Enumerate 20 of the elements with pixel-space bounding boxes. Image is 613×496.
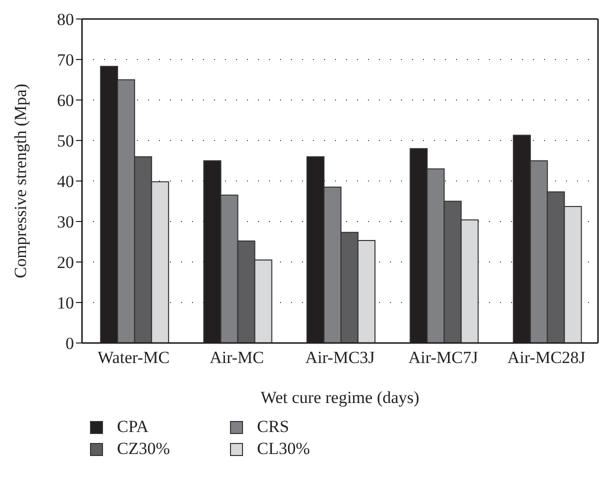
x-tick-label: Air-MC28J xyxy=(507,348,586,368)
y-tick-label: 50 xyxy=(57,132,74,151)
y-tick-label: 60 xyxy=(57,91,74,110)
x-tick-label: Air-MC xyxy=(210,348,264,368)
y-tick-label: 70 xyxy=(57,50,74,70)
x-tick-label: Water-MC xyxy=(98,348,170,368)
legend-label: CL30% xyxy=(257,439,310,459)
y-tick-label: 20 xyxy=(57,253,74,272)
y-tick-label: 30 xyxy=(57,212,74,232)
y-tick-label: 80 xyxy=(57,10,74,30)
legend-label: CZ30% xyxy=(117,439,170,459)
legend-label: CRS xyxy=(257,417,290,437)
y-tick-label: 40 xyxy=(57,172,74,192)
y-tick-label: 10 xyxy=(57,294,74,313)
y-axis-title: Compressive strength (Mpa) xyxy=(11,84,30,278)
legend-label: CPA xyxy=(117,417,149,437)
y-tick-label: 0 xyxy=(66,334,74,354)
x-axis-title: Wet cure regime (days) xyxy=(260,388,420,407)
x-tick-label: Air-MC7J xyxy=(408,348,478,368)
x-tick-label: Air-MC3J xyxy=(305,348,376,368)
